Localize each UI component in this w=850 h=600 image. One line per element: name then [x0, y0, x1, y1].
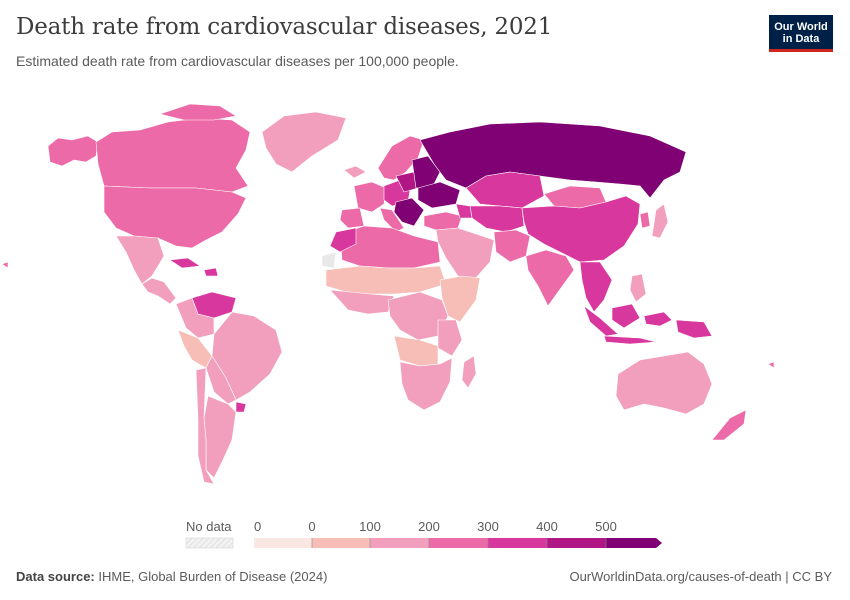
- region-southern-africa[interactable]: [399, 357, 453, 411]
- legend-bin[interactable]: [606, 538, 656, 548]
- region-iceland[interactable]: [343, 165, 367, 179]
- footer-source: Data source: IHME, Global Burden of Dise…: [16, 569, 327, 584]
- region-mainland-se-asia[interactable]: [579, 261, 613, 313]
- region-greenland[interactable]: [261, 111, 347, 173]
- region-western-sahara[interactable]: [321, 251, 337, 269]
- logo-line-1: Our World: [774, 21, 828, 33]
- region-canada[interactable]: [95, 117, 251, 193]
- region-baltics-belarus[interactable]: [411, 155, 441, 189]
- region-korea[interactable]: [639, 211, 651, 229]
- legend-bin[interactable]: [312, 538, 370, 548]
- source-text: IHME, Global Burden of Disease (2024): [98, 569, 328, 584]
- region-angola-drc-south[interactable]: [393, 335, 439, 367]
- region-central-asia[interactable]: [469, 205, 525, 233]
- region-chile[interactable]: [195, 367, 215, 485]
- region-kazakhstan[interactable]: [465, 171, 545, 209]
- region-italy[interactable]: [379, 207, 405, 233]
- region-cuba[interactable]: [169, 257, 201, 269]
- region-indonesia-east[interactable]: [643, 311, 673, 327]
- region-east-africa[interactable]: [437, 319, 463, 357]
- region-middle-east[interactable]: [435, 227, 495, 281]
- logo-line-2: in Data: [782, 33, 820, 45]
- region-papua[interactable]: [675, 319, 713, 339]
- legend-no-data-swatch[interactable]: [185, 537, 234, 549]
- region-philippines[interactable]: [629, 273, 647, 303]
- region-australia[interactable]: [615, 351, 713, 415]
- region-uruguay[interactable]: [235, 401, 247, 413]
- legend-bin[interactable]: [488, 538, 547, 548]
- region-usa[interactable]: [103, 185, 247, 249]
- region-alaska[interactable]: [47, 135, 99, 167]
- legend-tick-label: 0: [254, 519, 261, 534]
- region-balkans[interactable]: [393, 197, 425, 227]
- region-new-zealand[interactable]: [711, 409, 747, 441]
- region-andes-north[interactable]: [175, 297, 215, 339]
- legend: No data 0 0 100 200 300 400 500: [185, 519, 662, 549]
- region-north-africa[interactable]: [339, 225, 441, 269]
- legend-bin[interactable]: [370, 538, 429, 548]
- region-caucasus[interactable]: [455, 203, 473, 219]
- region-japan[interactable]: [651, 203, 669, 239]
- region-indonesia-west[interactable]: [583, 305, 619, 337]
- region-borneo[interactable]: [611, 303, 641, 329]
- source-label: Data source:: [16, 569, 95, 584]
- region-mexico[interactable]: [115, 235, 165, 285]
- region-morocco[interactable]: [329, 227, 357, 253]
- legend-tick-label: 200: [418, 519, 440, 534]
- region-arctic-islands[interactable]: [159, 103, 237, 121]
- legend-no-data-label: No data: [186, 519, 232, 534]
- legend-bin[interactable]: [254, 538, 312, 548]
- region-afghanistan-pakistan[interactable]: [493, 229, 531, 263]
- region-western-europe[interactable]: [353, 181, 387, 213]
- region-horn-of-africa[interactable]: [439, 275, 481, 323]
- region-turkey[interactable]: [423, 211, 463, 231]
- legend-bin[interactable]: [547, 538, 606, 548]
- region-west-africa[interactable]: [329, 289, 395, 315]
- chart-title: Death rate from cardiovascular diseases,…: [16, 14, 553, 40]
- legend-tick-label: 300: [477, 519, 499, 534]
- region-java[interactable]: [603, 335, 657, 345]
- region-iberia[interactable]: [339, 207, 365, 229]
- legend-tick-label: 100: [359, 519, 381, 534]
- region-madagascar[interactable]: [461, 355, 477, 389]
- region-argentina[interactable]: [203, 395, 237, 479]
- region-hawaii[interactable]: [1, 261, 9, 269]
- legend-tick-label: 400: [536, 519, 558, 534]
- region-fiji[interactable]: [767, 361, 775, 369]
- legend-ticks: 0 0 100 200 300 400 500: [254, 519, 617, 548]
- region-bolivia-paraguay[interactable]: [205, 355, 237, 405]
- owid-logo[interactable]: Our World in Data: [769, 15, 833, 52]
- region-brazil[interactable]: [211, 311, 283, 401]
- legend-bins: [254, 538, 662, 548]
- region-russia[interactable]: [419, 121, 687, 199]
- legend-tick-label: 500: [595, 519, 617, 534]
- region-india[interactable]: [525, 249, 575, 307]
- legend-tick-label: 0: [308, 519, 315, 534]
- footer-url[interactable]: OurWorldinData.org/causes-of-death | CC …: [569, 569, 832, 584]
- region-sahel[interactable]: [325, 265, 447, 295]
- chart-subtitle: Estimated death rate from cardiovascular…: [16, 53, 459, 69]
- region-central-america[interactable]: [141, 277, 177, 305]
- legend-arrow: [656, 538, 662, 548]
- region-scandinavia[interactable]: [377, 135, 425, 181]
- region-china[interactable]: [521, 195, 641, 263]
- legend-bin[interactable]: [429, 538, 488, 548]
- region-hispaniola[interactable]: [203, 267, 219, 277]
- world-map: [1, 103, 775, 485]
